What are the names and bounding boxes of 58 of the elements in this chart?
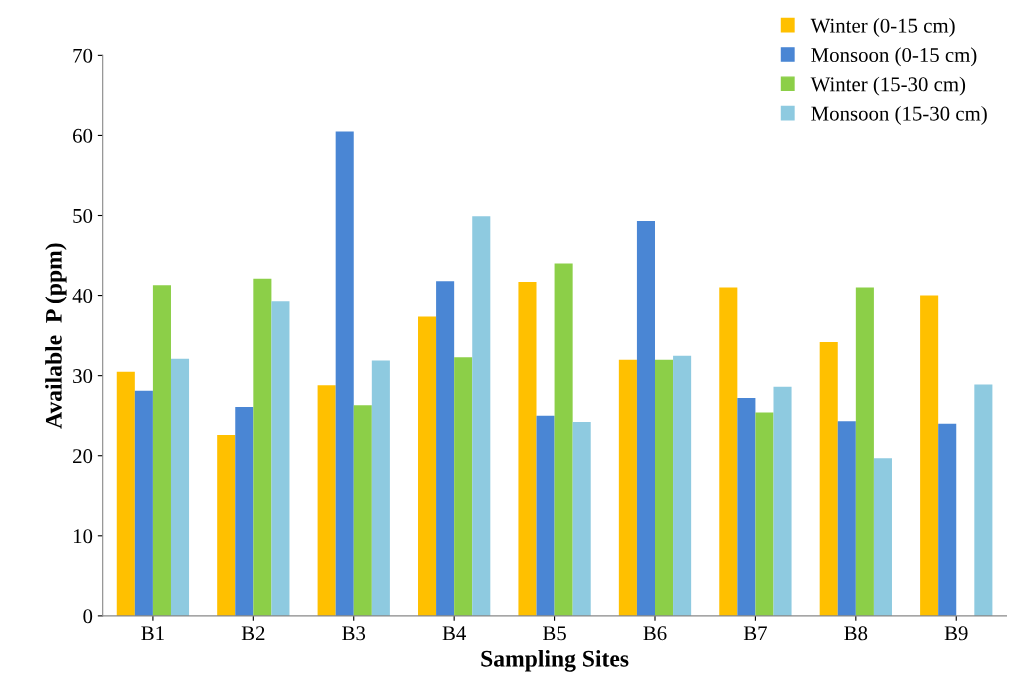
bar <box>418 316 437 616</box>
y-tick-label: 60 <box>73 128 93 143</box>
bar <box>170 358 190 616</box>
x-tick-label: B7 <box>743 626 767 641</box>
y-tick-label: 10 <box>73 529 93 544</box>
bar <box>636 221 655 616</box>
bar <box>235 406 254 616</box>
bar <box>454 357 473 616</box>
y-tick-label: 70 <box>73 48 93 63</box>
bar <box>317 385 336 616</box>
bar <box>873 458 892 616</box>
bar <box>572 422 591 616</box>
bar <box>436 281 455 616</box>
y-tick-label: 50 <box>73 208 93 223</box>
x-tick-label: B8 <box>844 626 868 641</box>
bar <box>335 131 354 616</box>
x-tick-label: B9 <box>944 626 968 641</box>
x-tick-label: B3 <box>342 626 366 641</box>
x-tick-label: B2 <box>241 626 265 641</box>
bar <box>518 281 537 616</box>
bar <box>554 263 573 616</box>
bar <box>819 342 838 616</box>
legend-label: Winter (15-30 cm) <box>810 76 966 96</box>
y-axis-title: Available P (ppm) <box>45 243 67 429</box>
bar <box>974 384 993 616</box>
bar <box>920 295 939 616</box>
bar <box>217 434 236 616</box>
bar <box>271 301 290 616</box>
bar <box>773 386 792 616</box>
bar <box>116 371 135 616</box>
x-tick-label: B5 <box>543 626 566 641</box>
legend-label: Monsoon (0-15 cm) <box>811 47 977 67</box>
bar <box>536 415 555 616</box>
x-tick-label: B6 <box>643 626 667 641</box>
bar <box>655 359 674 616</box>
y-tick-label: 20 <box>73 449 93 464</box>
bar <box>253 278 272 616</box>
bar <box>855 287 874 616</box>
x-axis-title: Sampling Sites <box>481 650 629 672</box>
x-tick-label: B1 <box>141 626 164 641</box>
bar <box>673 355 692 616</box>
x-tick-label: B4 <box>442 626 466 641</box>
bar <box>371 360 390 616</box>
bar <box>472 216 491 616</box>
bar <box>353 405 372 616</box>
bar <box>938 423 957 616</box>
bar <box>719 287 738 616</box>
bar <box>737 398 756 616</box>
y-tick-label: 0 <box>83 609 93 624</box>
y-tick-label: 30 <box>73 369 93 384</box>
y-tick-label: 40 <box>72 288 93 304</box>
bar <box>618 359 637 616</box>
bar <box>134 390 153 616</box>
bar <box>152 285 171 616</box>
legend-label: Winter (0-15 cm) <box>810 18 955 37</box>
legend-label: Monsoon (15-30 cm) <box>811 105 987 125</box>
bar <box>837 421 856 616</box>
bar <box>755 412 774 616</box>
